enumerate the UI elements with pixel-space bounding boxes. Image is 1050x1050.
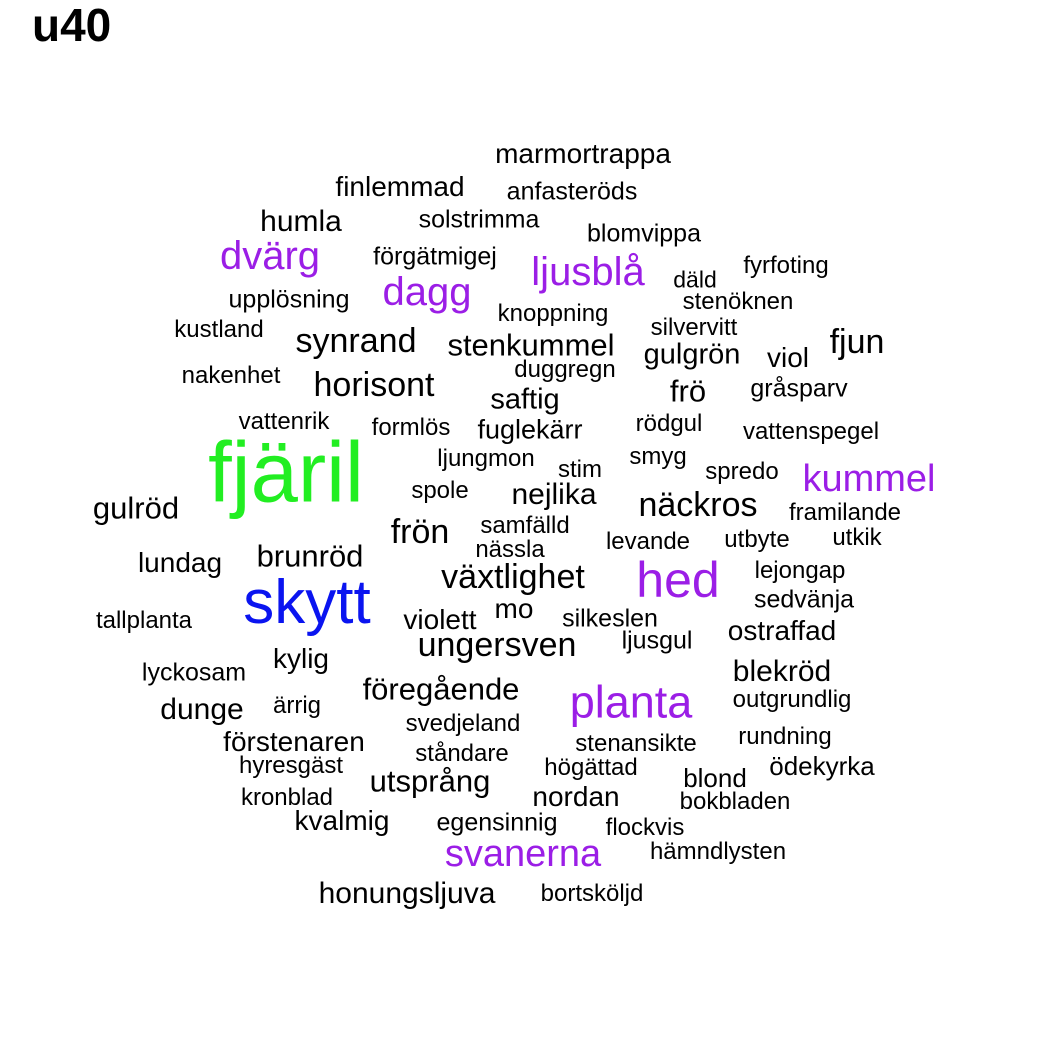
word-fuglekarr: fuglekärr <box>477 414 583 445</box>
word-svanerna: svanerna <box>444 833 602 875</box>
word-svedjeland: svedjeland <box>405 710 521 737</box>
word-silkeslen: silkeslen <box>562 604 658 633</box>
word-blekrod: blekröd <box>732 655 832 688</box>
word-standare: ståndare <box>415 740 509 767</box>
word-vattenrik: vattenrik <box>238 408 330 435</box>
word-kummel: kummel <box>802 458 936 500</box>
word-bortskoljd: bortsköljd <box>540 880 644 907</box>
word-lejongap: lejongap <box>754 557 846 584</box>
word-ungersven: ungersven <box>417 626 577 664</box>
word-rundning: rundning <box>738 723 832 750</box>
word-fron: frön <box>390 513 450 551</box>
word-tallplanta: tallplanta <box>95 607 193 634</box>
word-stenoknen: stenöknen <box>682 288 794 315</box>
word-horisont: horisont <box>313 366 435 404</box>
word-dvarg: dvärg <box>219 234 321 278</box>
word-stenansikte: stenansikte <box>575 730 697 757</box>
word-gulgron: gulgrön <box>643 338 741 371</box>
word-fjun: fjun <box>829 323 885 361</box>
word-blomvippa: blomvippa <box>587 219 701 248</box>
word-ljusbla: ljusblå <box>531 250 645 294</box>
word-violett: violett <box>403 604 477 635</box>
word-vattenspegel: vattenspegel <box>742 418 880 445</box>
word-hamndlysten: hämndlysten <box>649 838 787 865</box>
word-egensinnig: egensinnig <box>436 808 558 837</box>
word-fjaril: fjäril <box>208 425 364 521</box>
word-fyrfoting: fyrfoting <box>743 252 829 279</box>
word-stim: stim <box>558 456 602 483</box>
word-outgrundlig: outgrundlig <box>732 686 852 713</box>
word-spredo: spredo <box>705 458 779 485</box>
word-brunrod: brunröd <box>256 538 364 574</box>
word-stenkummel: stenkummel <box>447 327 615 363</box>
word-odekyrka: ödekyrka <box>769 751 875 781</box>
word-utsprang: utsprång <box>369 763 491 799</box>
word-utkik: utkik <box>832 524 882 551</box>
word-ljungmon: ljungmon <box>437 445 535 472</box>
word-saftig: saftig <box>490 383 560 416</box>
word-forstenaren: förstenaren <box>223 726 365 757</box>
word-ljusgul: ljusgul <box>621 626 693 655</box>
word-finlemmad: finlemmad <box>335 171 465 202</box>
word-planta: planta <box>569 676 693 728</box>
word-honungsljuva: honungsljuva <box>318 877 496 910</box>
word-hogattad: högättad <box>544 754 638 781</box>
word-viol: viol <box>766 342 810 373</box>
word-samfalld: samfälld <box>480 512 570 539</box>
word-vaxtlighet: växtlighet <box>441 558 585 596</box>
word-rodgul: rödgul <box>635 410 703 437</box>
word-forgatmigej: förgätmigej <box>373 242 497 271</box>
word-utbyte: utbyte <box>724 526 790 553</box>
word-framilande: framilande <box>788 499 902 526</box>
word-kustland: kustland <box>174 316 264 343</box>
word-grasparv: gråsparv <box>750 374 848 403</box>
word-kvalmig: kvalmig <box>294 805 390 836</box>
word-silvervitt: silvervitt <box>650 314 738 341</box>
word-nackros: näckros <box>638 486 758 524</box>
word-dald: däld <box>673 266 717 293</box>
word-anfasterods: anfasteröds <box>506 177 638 206</box>
word-fro: frö <box>669 373 707 409</box>
word-sedvanja: sedvänja <box>753 585 855 614</box>
word-spole: spole <box>411 477 469 504</box>
page-title: u40 <box>32 0 112 51</box>
word-dunge: dunge <box>160 693 244 726</box>
word-kronblad: kronblad <box>240 784 334 811</box>
word-arrig: ärrig <box>272 692 322 719</box>
word-marmortrappa: marmortrappa <box>495 138 671 169</box>
word-dagg: dagg <box>382 270 472 314</box>
word-hed: hed <box>636 552 720 608</box>
word-foregaende: föregående <box>362 671 520 707</box>
word-nakenhet: nakenhet <box>181 362 281 389</box>
word-lyckosam: lyckosam <box>141 658 247 687</box>
word-formlos: formlös <box>371 414 451 441</box>
word-mo: mo <box>494 593 534 624</box>
word-kylig: kylig <box>272 643 330 674</box>
word-hyresgast: hyresgäst <box>238 752 344 779</box>
word-gulrod: gulröd <box>92 490 180 526</box>
word-nassla: nässla <box>475 536 545 563</box>
word-ostraffad: ostraffad <box>727 615 837 646</box>
word-synrand: synrand <box>295 322 417 360</box>
word-nordan: nordan <box>532 781 620 812</box>
word-lundag: lundag <box>137 547 223 578</box>
word-humla: humla <box>260 205 342 238</box>
word-skytt: skytt <box>243 568 371 637</box>
word-duggregn: duggregn <box>514 356 616 383</box>
word-upplosning: upplösning <box>228 285 350 314</box>
word-levande: levande <box>605 528 691 555</box>
word-bokbladen: bokbladen <box>679 788 791 815</box>
word-flockvis: flockvis <box>605 814 685 841</box>
word-smyg: smyg <box>629 443 687 470</box>
word-nejlika: nejlika <box>511 478 597 511</box>
word-blond: blond <box>683 763 747 793</box>
word-solstrimma: solstrimma <box>418 205 540 234</box>
word-knoppning: knoppning <box>497 300 609 327</box>
